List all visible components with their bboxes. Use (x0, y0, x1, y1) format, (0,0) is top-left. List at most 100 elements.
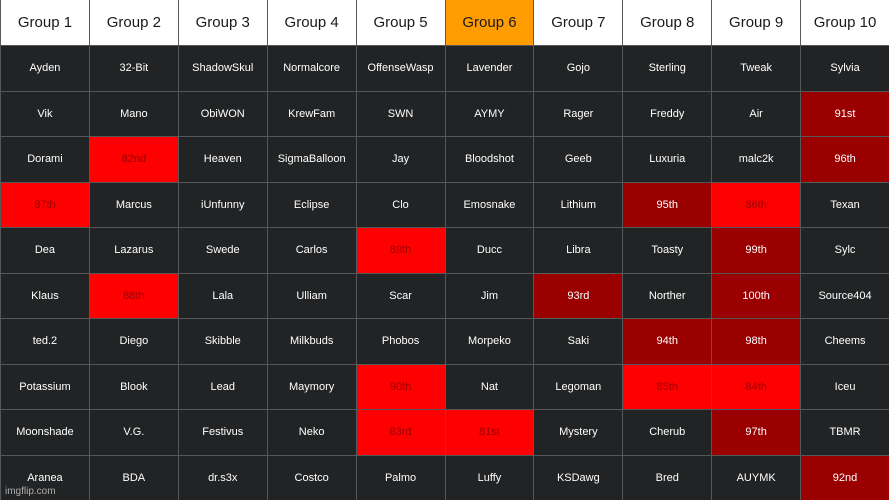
player-cell: Scar (356, 273, 445, 318)
player-cell: Carlos (267, 228, 356, 273)
player-cell: Lala (178, 273, 267, 318)
placement-cell: 81st (445, 410, 534, 455)
player-cell: Dea (1, 228, 89, 273)
player-cell: Diego (89, 319, 178, 364)
placement-cell: 88th (89, 273, 178, 318)
player-cell: Potassium (1, 364, 89, 409)
placement-cell: 86th (712, 182, 801, 227)
placement-cell: 93rd (534, 273, 623, 318)
player-cell: Geeb (534, 137, 623, 182)
player-cell: Toasty (623, 228, 712, 273)
player-cell: Jay (356, 137, 445, 182)
placement-cell: 85th (623, 364, 712, 409)
player-cell: dr.s3x (178, 455, 267, 500)
player-cell: Moonshade (1, 410, 89, 455)
placement-cell: 89th (356, 228, 445, 273)
player-cell: SWN (356, 91, 445, 136)
placement-cell: 82nd (89, 137, 178, 182)
player-cell: Clo (356, 182, 445, 227)
player-cell: Ducc (445, 228, 534, 273)
player-cell: Ayden (1, 46, 89, 91)
placement-cell: 92nd (801, 455, 889, 500)
player-cell: Luxuria (623, 137, 712, 182)
player-cell: Source404 (801, 273, 889, 318)
player-cell: Milkbuds (267, 319, 356, 364)
player-cell: iUnfunny (178, 182, 267, 227)
placement-cell: 91st (801, 91, 889, 136)
player-cell: Nat (445, 364, 534, 409)
group-header-5: Group 5 (356, 0, 445, 45)
player-cell: Saki (534, 319, 623, 364)
group-header-3: Group 3 (178, 0, 267, 45)
group-header-6: Group 6 (445, 0, 534, 45)
player-cell: AYMY (445, 91, 534, 136)
player-cell: Lithium (534, 182, 623, 227)
player-cell: Maymory (267, 364, 356, 409)
group-header-1: Group 1 (1, 0, 89, 45)
player-cell: V.G. (89, 410, 178, 455)
player-cell: Gojo (534, 46, 623, 91)
player-cell: Libra (534, 228, 623, 273)
player-cell: Cheems (801, 319, 889, 364)
player-cell: OffenseWasp (356, 46, 445, 91)
placement-cell: 84th (712, 364, 801, 409)
player-cell: SigmaBalloon (267, 137, 356, 182)
placement-cell: 96th (801, 137, 889, 182)
placement-cell: 87th (1, 182, 89, 227)
player-cell: Lead (178, 364, 267, 409)
player-cell: Cherub (623, 410, 712, 455)
placement-cell: 100th (712, 273, 801, 318)
player-cell: Jim (445, 273, 534, 318)
placement-cell: 94th (623, 319, 712, 364)
placement-cell: 95th (623, 182, 712, 227)
player-cell: TBMR (801, 410, 889, 455)
group-header-9: Group 9 (712, 0, 801, 45)
player-cell: Swede (178, 228, 267, 273)
player-cell: Legoman (534, 364, 623, 409)
player-cell: Lavender (445, 46, 534, 91)
player-cell: Mystery (534, 410, 623, 455)
player-cell: BDA (89, 455, 178, 500)
player-cell: ObiWON (178, 91, 267, 136)
player-cell: Rager (534, 91, 623, 136)
player-cell: Eclipse (267, 182, 356, 227)
group-header-2: Group 2 (89, 0, 178, 45)
placement-cell: 90th (356, 364, 445, 409)
player-cell: 32-Bit (89, 46, 178, 91)
player-cell: Sylvia (801, 46, 889, 91)
player-cell: Neko (267, 410, 356, 455)
group-header-4: Group 4 (267, 0, 356, 45)
player-cell: Emosnake (445, 182, 534, 227)
player-cell: malc2k (712, 137, 801, 182)
placement-cell: 98th (712, 319, 801, 364)
player-cell: Tweak (712, 46, 801, 91)
player-cell: Luffy (445, 455, 534, 500)
player-cell: Air (712, 91, 801, 136)
player-cell: ShadowSkul (178, 46, 267, 91)
player-cell: Palmo (356, 455, 445, 500)
placement-cell: 97th (712, 410, 801, 455)
placement-cell: 99th (712, 228, 801, 273)
player-cell: Costco (267, 455, 356, 500)
player-cell: Festivus (178, 410, 267, 455)
player-cell: KrewFam (267, 91, 356, 136)
player-cell: Blook (89, 364, 178, 409)
player-cell: Bloodshot (445, 137, 534, 182)
player-cell: Heaven (178, 137, 267, 182)
player-cell: Phobos (356, 319, 445, 364)
placement-cell: 83rd (356, 410, 445, 455)
player-cell: Vik (1, 91, 89, 136)
player-cell: Ulliam (267, 273, 356, 318)
player-cell: Sylc (801, 228, 889, 273)
player-cell: Morpeko (445, 319, 534, 364)
player-cell: Bred (623, 455, 712, 500)
player-cell: Aranea (1, 455, 89, 500)
player-cell: AUYMK (712, 455, 801, 500)
group-header-7: Group 7 (534, 0, 623, 45)
player-cell: Normalcore (267, 46, 356, 91)
player-cell: ted.2 (1, 319, 89, 364)
player-cell: KSDawg (534, 455, 623, 500)
group-header-8: Group 8 (623, 0, 712, 45)
player-cell: Iceu (801, 364, 889, 409)
